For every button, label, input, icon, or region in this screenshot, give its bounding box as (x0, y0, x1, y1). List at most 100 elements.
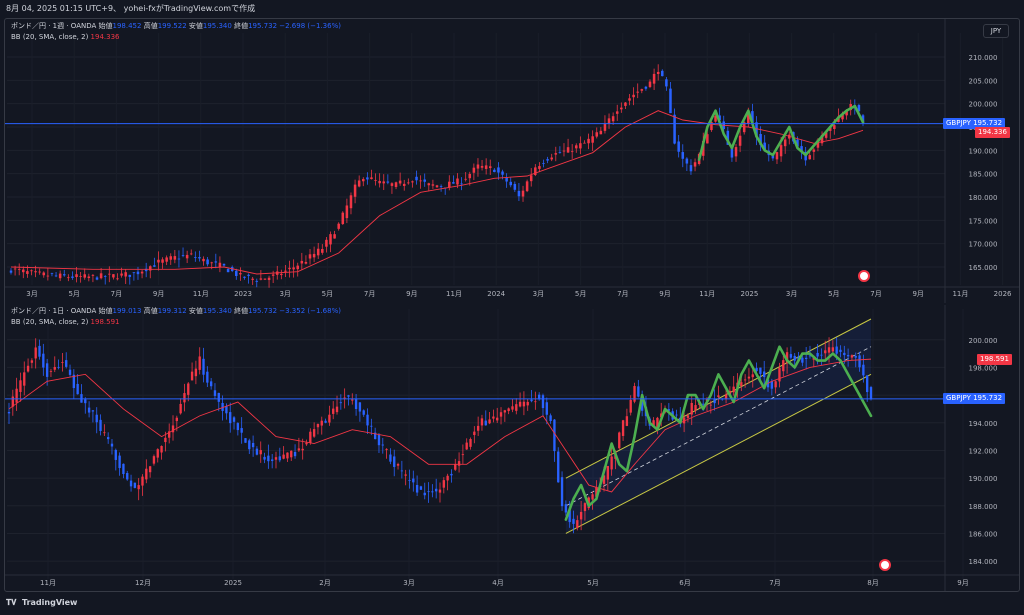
candle-body (435, 185, 439, 188)
daily-chart-panel[interactable]: 200.000198.000196.000194.000192.000190.0… (5, 305, 1019, 591)
candle-body (293, 452, 297, 457)
candle-body (38, 271, 41, 273)
candle-body (546, 159, 549, 161)
candle-body (412, 478, 415, 483)
candle-body (652, 73, 656, 84)
candle-body (232, 417, 236, 422)
candle-body (341, 212, 345, 224)
candle-body (129, 480, 133, 487)
candle-body (171, 425, 175, 433)
candle-body (137, 485, 140, 490)
candle-body (337, 223, 340, 229)
candle-body (49, 371, 53, 372)
weekly-chart-canvas[interactable]: 210.000205.000200.000195.000190.000185.0… (5, 19, 1019, 303)
candle-body (831, 347, 835, 352)
candle-body (50, 273, 54, 275)
candle-body (243, 276, 246, 278)
candle-body (120, 273, 123, 276)
candle-body (501, 171, 504, 175)
daily-legend: ポンド／円 · 1日 · OANDA 始値199.013 高値199.312 安… (11, 306, 341, 328)
candle-body (820, 134, 824, 144)
candle-body (274, 457, 278, 460)
candle-body (763, 142, 766, 150)
candle-body (850, 355, 854, 358)
candle-body (103, 432, 106, 434)
candle-body (393, 456, 396, 467)
weekly-currency-button[interactable]: JPY (983, 24, 1009, 38)
candle-body (497, 167, 500, 173)
candle-body (812, 149, 816, 152)
candle-body (17, 269, 21, 270)
wave-path-line (697, 104, 865, 161)
candle-body (366, 414, 369, 426)
weekly-chart-panel[interactable]: 210.000205.000200.000195.000190.000185.0… (5, 19, 1019, 303)
x-tick-label: 4月 (492, 579, 503, 587)
candle-body (560, 477, 564, 507)
candle-body (164, 437, 167, 443)
candle-body (19, 380, 22, 392)
candle-body (529, 175, 533, 182)
candle-body (68, 369, 72, 375)
candle-body (751, 111, 754, 125)
candle-body (446, 475, 449, 481)
candle-body (602, 475, 606, 484)
candle-body (632, 94, 635, 98)
y-tick-label: 198.000 (969, 364, 998, 372)
candle-body (755, 122, 758, 138)
candle-body (827, 347, 831, 353)
daily-chart-canvas[interactable]: 200.000198.000196.000194.000192.000190.0… (5, 305, 1019, 591)
candle-body (218, 262, 222, 268)
candle-body (235, 270, 238, 277)
bb-basis-line (8, 358, 872, 493)
candle-body (9, 270, 13, 273)
candle-body (607, 118, 611, 124)
candle-body (833, 125, 836, 129)
candle-body (734, 147, 738, 157)
candle-body (545, 402, 548, 415)
candle-body (620, 107, 623, 110)
candle-body (738, 135, 742, 146)
candle-body (108, 273, 111, 275)
candle-body (507, 408, 510, 412)
candle-body (743, 379, 747, 381)
candle-body (214, 261, 218, 263)
candle-body (793, 355, 796, 361)
candle-body (386, 181, 390, 183)
candle-body (637, 386, 640, 397)
candle-body (91, 410, 95, 412)
candle-body (57, 366, 60, 368)
x-tick-label: 3月 (279, 290, 290, 298)
candle-body (778, 367, 781, 382)
candle-body (439, 186, 443, 187)
candle-body (316, 248, 320, 256)
candle-body (570, 151, 574, 153)
y-tick-label: 180.000 (969, 194, 998, 202)
candle-body (11, 396, 14, 407)
candle-body (225, 406, 228, 414)
candle-body (857, 105, 861, 112)
candle-body (278, 456, 281, 461)
y-tick-label: 194.000 (969, 420, 998, 428)
candle-body (136, 271, 140, 275)
candle-body (370, 177, 373, 180)
candle-body (95, 414, 98, 423)
candle-body (301, 448, 304, 451)
candle-body (866, 375, 869, 393)
weekly-event-marker-icon[interactable] (858, 270, 870, 282)
candle-body (534, 167, 537, 176)
x-tick-label: 11月 (40, 579, 56, 587)
candle-body (665, 79, 668, 87)
candle-body (816, 139, 820, 148)
candle-body (755, 367, 758, 372)
candle-body (173, 256, 177, 260)
candle-body (718, 115, 721, 121)
candle-body (742, 122, 746, 133)
daily-event-marker-icon[interactable] (879, 559, 891, 571)
candle-body (465, 442, 468, 450)
candle-body (183, 393, 186, 403)
candle-body (861, 115, 865, 123)
x-tick-label: 9月 (153, 290, 164, 298)
weekly-close-label: 終値 (234, 22, 249, 30)
candle-body (812, 357, 815, 360)
candle-body (126, 473, 129, 480)
